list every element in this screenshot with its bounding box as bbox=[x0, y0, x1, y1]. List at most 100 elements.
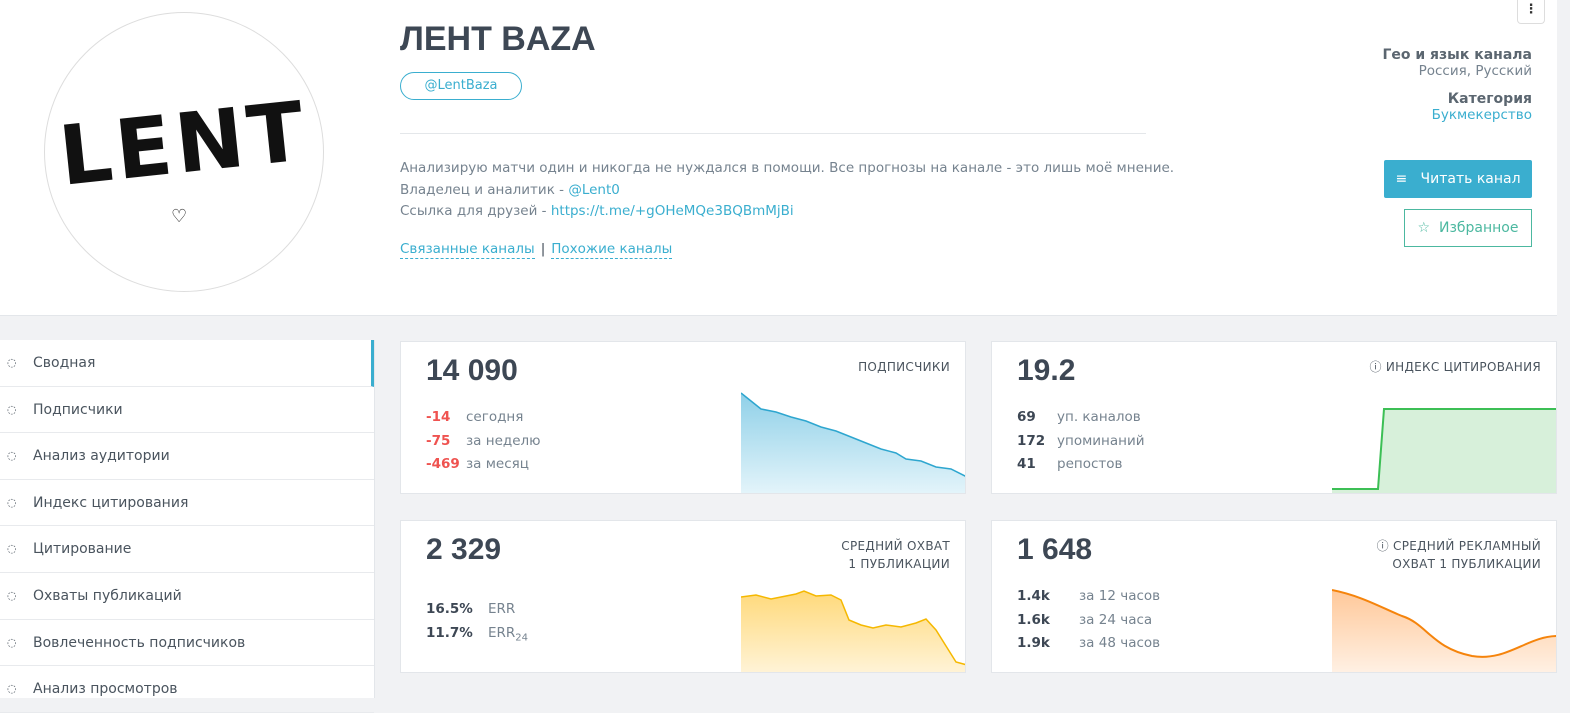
stat-number: 41 bbox=[1017, 456, 1036, 472]
stat-caption: ERR bbox=[488, 601, 516, 617]
stat-caption: за неделю bbox=[466, 432, 541, 449]
stat-caption: за 24 часа bbox=[1079, 611, 1153, 628]
label-line: ОХВАТ 1 ПУБЛИКАЦИИ bbox=[1392, 557, 1541, 571]
stat-card: 1 648 ⓘ СРЕДНИЙ РЕКЛАМНЫЙ ОХВАТ 1 ПУБЛИКА… bbox=[991, 520, 1557, 673]
channel-handle[interactable]: @LentBaza bbox=[400, 72, 522, 100]
stat-label: СРЕДНИЙ ОХВАТ 1 ПУБЛИКАЦИИ bbox=[841, 537, 950, 573]
stat-number: 16.5% bbox=[426, 601, 473, 617]
stat-caption: за месяц bbox=[466, 456, 529, 472]
geo-value: Россия, Русский bbox=[1418, 63, 1532, 79]
stat-caption: сегодня bbox=[466, 409, 524, 425]
stat-caption: уп. каналов bbox=[1057, 409, 1141, 425]
stat-caption: репостов bbox=[1057, 456, 1123, 472]
text: СРЕДНИЙ РЕКЛАМНЫЙ bbox=[1393, 539, 1541, 553]
stat-number: 1.9k bbox=[1017, 635, 1050, 651]
stat-row: 1.4k за 12 часов bbox=[1017, 585, 1160, 609]
description: Анализирую матчи один и никогда не нужда… bbox=[400, 158, 1174, 223]
stat-caption: упоминаний bbox=[1057, 432, 1145, 449]
sidebar-item[interactable]: Анализ аудитории bbox=[0, 433, 374, 480]
owner-link[interactable]: @Lent0 bbox=[568, 181, 620, 198]
label-line: ⓘ ИНДЕКС ЦИТИРОВАНИЯ bbox=[1369, 360, 1541, 374]
stat-row: 69 уп. каналов bbox=[1017, 406, 1145, 430]
stat-number: 1.6k bbox=[1017, 611, 1050, 628]
stat-value: 19.2 bbox=[1017, 354, 1076, 387]
text: ИНДЕКС ЦИТИРОВАНИЯ bbox=[1385, 360, 1541, 374]
avatar: LENT bbox=[44, 12, 324, 292]
stat-number: 172 bbox=[1017, 432, 1046, 449]
stat-label: ⓘ ИНДЕКС ЦИТИРОВАНИЯ bbox=[1369, 358, 1541, 376]
label-line: СРЕДНИЙ ОХВАТ bbox=[841, 539, 950, 553]
sidebar: СводнаяПодписчикиАнализ аудиторииИндекс … bbox=[0, 340, 375, 713]
favorite-button[interactable]: ☆ Избранное bbox=[1404, 209, 1532, 247]
read-button[interactable]: ≡ Читать канал bbox=[1384, 160, 1532, 198]
related-link[interactable]: Связанные каналы bbox=[400, 241, 535, 259]
similar-link[interactable]: Похожие каналы bbox=[551, 241, 673, 259]
stat-row: 16.5% ERR bbox=[426, 598, 528, 622]
text: Ссылка для друзей - bbox=[400, 203, 551, 219]
category-value[interactable]: Букмекерство bbox=[1431, 107, 1532, 123]
label-line: ПОДПИСЧИКИ bbox=[858, 360, 950, 374]
stat-row: 172 упоминаний bbox=[1017, 430, 1145, 454]
stat-card: 19.2 ⓘ ИНДЕКС ЦИТИРОВАНИЯ 69 уп. каналов 1… bbox=[991, 341, 1557, 494]
stat-value: 1 648 bbox=[1017, 533, 1093, 566]
stat-number: 69 bbox=[1017, 409, 1036, 425]
link-separator: | bbox=[540, 241, 546, 257]
stat-rows: 69 уп. каналов 172 упоминаний 41 репостов bbox=[1017, 406, 1145, 477]
stat-rows: 1.4k за 12 часов 1.6k за 24 часа 1.9k за 48 ч… bbox=[1017, 585, 1160, 656]
stat-value: 2 329 bbox=[426, 533, 502, 566]
avatar-heart: ♡ bbox=[171, 206, 188, 227]
stat-caption: за 12 часов bbox=[1079, 588, 1161, 604]
text: Владелец и аналитик - bbox=[400, 181, 569, 198]
sidebar-item[interactable]: Анализ просмотров bbox=[0, 666, 374, 713]
button-text: Читать канал bbox=[1420, 171, 1521, 187]
sidebar-item[interactable]: Охваты публикаций bbox=[0, 573, 374, 620]
channel-title: ЛЕНТ BAZA bbox=[400, 20, 596, 58]
stat-number: 11.7% bbox=[426, 624, 473, 641]
geo-label: Гео и язык канала bbox=[1382, 47, 1532, 63]
stat-row: 1.6k за 24 часа bbox=[1017, 609, 1160, 633]
description-line: Ссылка для друзей - https://t.me/+gOHeMQ… bbox=[400, 201, 1174, 223]
stat-card: 2 329 СРЕДНИЙ ОХВАТ 1 ПУБЛИКАЦИИ 16.5% ERR… bbox=[400, 520, 966, 673]
sparkline bbox=[741, 392, 965, 493]
channel-info: Гео и язык канала Россия, Русский Катего… bbox=[1382, 47, 1532, 123]
sidebar-item[interactable]: Цитирование bbox=[0, 526, 374, 573]
stat-number: -469 bbox=[426, 456, 460, 472]
sparkline bbox=[741, 590, 965, 672]
stat-card: 14 090 ПОДПИСЧИКИ -14 сегодня -75 за неделю… bbox=[400, 341, 966, 494]
stat-row: -469 за месяц bbox=[426, 453, 541, 477]
sidebar-item[interactable]: Вовлеченность подписчиков bbox=[0, 620, 374, 667]
invite-link[interactable]: https://t.me/+gOHeMQe3BQBmMjBi bbox=[550, 203, 794, 219]
sparkline bbox=[1332, 408, 1556, 493]
stat-subscript: 24 bbox=[515, 632, 529, 644]
button-text: Избранное bbox=[1438, 220, 1519, 236]
description-line: Владелец и аналитик - @Lent0 bbox=[400, 180, 1174, 202]
divider bbox=[400, 133, 1146, 134]
sparkline bbox=[1332, 589, 1556, 672]
page: LENT ♡ ЛЕНТ BAZA @LentBaza Анализирую ма… bbox=[0, 0, 1570, 698]
stat-label: ⓘ СРЕДНИЙ РЕКЛАМНЫЙ ОХВАТ 1 ПУБЛИКАЦИИ bbox=[1377, 537, 1541, 573]
label-line: 1 ПУБЛИКАЦИИ bbox=[848, 557, 950, 571]
category-label: Категория bbox=[1447, 91, 1532, 107]
sidebar-item[interactable]: Подписчики bbox=[0, 387, 374, 434]
stat-caption: ERR bbox=[488, 624, 516, 641]
sidebar-item[interactable]: Сводная bbox=[0, 340, 374, 387]
stat-label: ПОДПИСЧИКИ bbox=[858, 358, 950, 376]
stat-row: -14 сегодня bbox=[426, 406, 541, 430]
stat-row: 41 репостов bbox=[1017, 453, 1145, 477]
menu-button[interactable]: ⋮ bbox=[1517, 0, 1545, 24]
related-links: Связанные каналы | Похожие каналы bbox=[400, 241, 673, 259]
stat-number: -14 bbox=[426, 409, 451, 425]
stat-value: 14 090 bbox=[426, 354, 518, 387]
stat-row: 11.7% ERR24 bbox=[426, 622, 528, 650]
stat-rows: -14 сегодня -75 за неделю -469 за месяц bbox=[426, 406, 541, 477]
sidebar-item[interactable]: Индекс цитирования bbox=[0, 480, 374, 527]
stat-row: -75 за неделю bbox=[426, 430, 541, 454]
stat-row: 1.9k за 48 часов bbox=[1017, 632, 1160, 656]
channel-header: LENT ♡ ЛЕНТ BAZA @LentBaza Анализирую ма… bbox=[0, 0, 1557, 316]
label-line: ⓘ СРЕДНИЙ РЕКЛАМНЫЙ bbox=[1376, 539, 1541, 553]
avatar-text: LENT bbox=[54, 83, 312, 205]
stat-caption: за 48 часов bbox=[1079, 635, 1161, 651]
stat-number: 1.4k bbox=[1017, 588, 1050, 604]
stat-rows: 16.5% ERR 11.7% ERR24 bbox=[426, 598, 528, 650]
description-line: Анализирую матчи один и никогда не нужда… bbox=[400, 160, 1175, 176]
